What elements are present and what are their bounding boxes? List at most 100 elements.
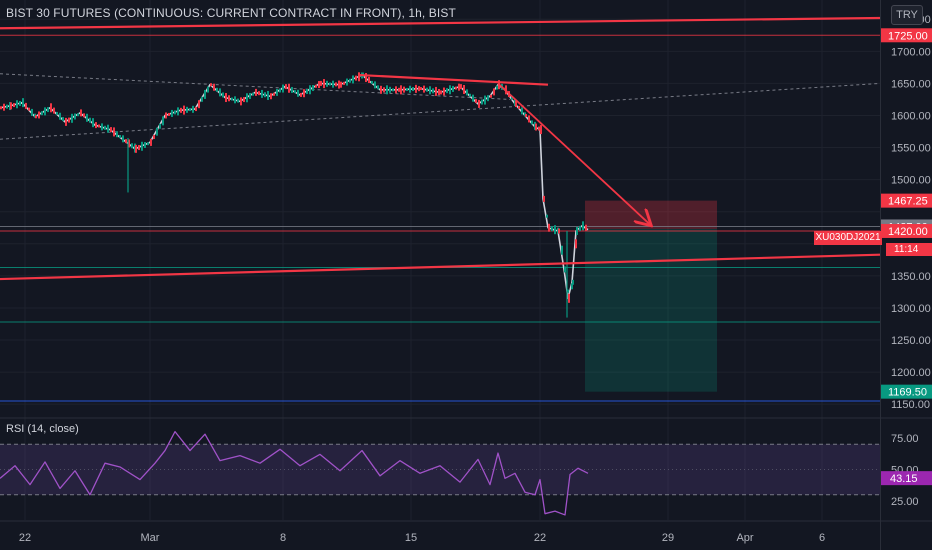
candle (558, 228, 560, 234)
candle (349, 78, 351, 83)
candle (195, 107, 197, 112)
price-axis-label: 1550.00 (891, 143, 931, 155)
candle (6, 104, 8, 109)
candle (463, 84, 465, 94)
candle (252, 92, 254, 96)
rsi-title: RSI (14, close) (6, 423, 79, 435)
candle (551, 226, 553, 232)
candle (329, 82, 331, 86)
currency-button[interactable]: TRY (891, 5, 923, 25)
candle (358, 72, 360, 82)
candle (429, 86, 431, 95)
candle (438, 88, 440, 95)
candle (273, 92, 275, 96)
candle (110, 127, 112, 133)
candle (68, 117, 70, 123)
candle (403, 86, 405, 93)
candle (180, 107, 182, 113)
candle (0, 106, 2, 110)
candle (92, 118, 94, 128)
candle (291, 86, 293, 93)
candle (10, 102, 12, 110)
candle (400, 85, 402, 95)
time-axis-label: 6 (819, 532, 825, 544)
candle (279, 88, 281, 93)
candle (150, 138, 152, 146)
candle (116, 131, 118, 138)
symbol-tag: XU030DJ2021 (814, 231, 882, 245)
candle (240, 97, 242, 106)
rsi-axis-label: 25.00 (891, 496, 919, 508)
candle (144, 141, 146, 148)
candle (306, 88, 308, 94)
candle (561, 245, 563, 255)
candle (579, 225, 581, 231)
candle (234, 96, 236, 104)
candle (315, 84, 317, 88)
price-axis-label: 1250.00 (891, 335, 931, 347)
candle (318, 81, 320, 89)
candle (380, 85, 382, 94)
rsi-axis-label: 75.00 (891, 433, 919, 445)
price-badge (881, 223, 932, 238)
candle (493, 88, 495, 96)
stop-zone (585, 200, 717, 230)
candle (518, 105, 520, 109)
candle (204, 89, 206, 99)
candle (571, 283, 573, 290)
time-axis-label: 15 (405, 532, 417, 544)
candle (44, 107, 46, 116)
candle (368, 76, 370, 83)
candle (74, 113, 76, 120)
candle (352, 75, 354, 84)
price-badge-label: 1725.00 (888, 30, 928, 42)
candle (31, 108, 33, 116)
candle (572, 279, 574, 285)
candle (47, 107, 49, 113)
candle (201, 96, 203, 102)
candle (435, 86, 437, 96)
candle (452, 85, 454, 92)
price-axis-label: 1300.00 (891, 303, 931, 315)
time-axis-label: Apr (736, 532, 753, 544)
candle (300, 92, 302, 97)
candle (415, 84, 417, 93)
candle (153, 135, 155, 140)
candle (398, 87, 400, 92)
candle (147, 142, 149, 146)
candle (469, 93, 471, 97)
candle (249, 92, 251, 99)
candle (466, 89, 468, 96)
candle (125, 139, 127, 144)
candle (472, 94, 474, 102)
candle (213, 83, 215, 91)
candle (165, 112, 167, 119)
candle (575, 239, 577, 249)
candle (326, 80, 328, 87)
candle (412, 87, 414, 92)
candle (210, 83, 212, 87)
candle (564, 266, 566, 273)
candle (538, 126, 540, 131)
candle (53, 107, 55, 114)
candle (243, 97, 245, 103)
candle (198, 100, 200, 109)
candle (171, 109, 173, 117)
candle (377, 85, 379, 90)
price-axis-label: 1700.00 (891, 46, 931, 58)
candle (258, 91, 260, 96)
candle (119, 135, 121, 139)
candle (77, 113, 79, 117)
candle (312, 85, 314, 92)
price-axis-label: 1350.00 (891, 271, 931, 283)
time-axis-label: 22 (19, 532, 31, 544)
candle (420, 87, 422, 91)
chart-title: BIST 30 FUTURES (CONTINUOUS: CURRENT CON… (6, 6, 456, 20)
candle (409, 85, 411, 93)
trendline (0, 16, 881, 30)
candle (122, 135, 124, 143)
candle (389, 86, 391, 93)
candle (546, 214, 548, 218)
candle (156, 127, 158, 136)
